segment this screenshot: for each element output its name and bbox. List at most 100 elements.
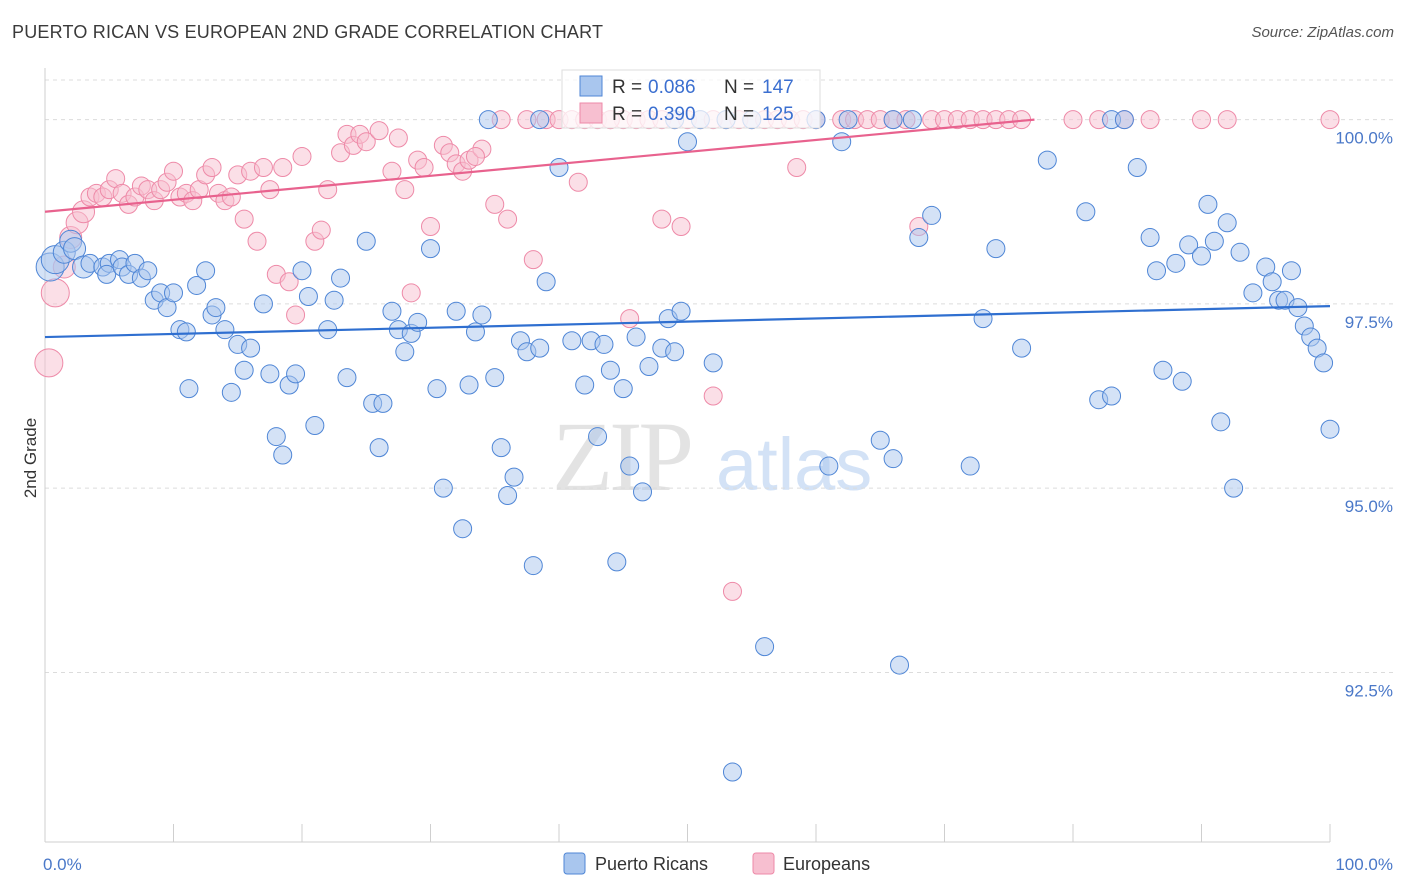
data-point <box>594 334 614 354</box>
data-point <box>247 231 267 251</box>
legend-n-label-0: N = <box>724 77 754 98</box>
data-point <box>427 379 447 399</box>
data-point <box>311 220 331 240</box>
watermark-atlas: atlas <box>716 423 872 506</box>
data-point <box>34 348 64 378</box>
data-point <box>472 305 492 325</box>
data-point <box>838 110 858 130</box>
data-point <box>491 438 511 458</box>
data-point <box>870 430 890 450</box>
data-point <box>588 427 608 447</box>
data-point <box>1192 246 1211 266</box>
data-point <box>63 237 87 261</box>
data-point <box>498 486 518 506</box>
data-point <box>221 187 241 207</box>
data-point <box>613 379 633 399</box>
data-point <box>1211 412 1231 432</box>
data-point <box>652 209 672 229</box>
data-point <box>1198 194 1218 214</box>
data-point <box>530 338 550 358</box>
europeans-points <box>34 110 1340 601</box>
data-point <box>266 427 286 447</box>
data-point <box>1192 110 1211 130</box>
puerto-ricans-points <box>35 110 1340 782</box>
data-point <box>1243 283 1263 303</box>
data-point <box>459 375 479 395</box>
y-tick-label: 97.5% <box>1345 313 1393 332</box>
legend-frame <box>561 69 821 129</box>
data-point <box>787 158 807 178</box>
data-point <box>1012 338 1032 358</box>
data-point <box>1172 371 1192 391</box>
data-point <box>671 301 691 321</box>
data-point <box>138 261 158 281</box>
data-point <box>1063 110 1083 130</box>
data-point <box>260 364 280 384</box>
data-point <box>549 158 569 178</box>
data-point <box>176 322 196 342</box>
data-point <box>433 478 453 498</box>
trend-lines <box>44 118 1331 339</box>
data-point <box>286 364 306 384</box>
data-point <box>883 449 903 469</box>
data-point <box>164 283 183 303</box>
data-point <box>703 353 723 373</box>
x-tick-label-max: 100.0% <box>1335 855 1393 874</box>
data-point <box>678 132 697 152</box>
data-point <box>607 552 627 572</box>
data-point <box>639 357 659 377</box>
data-point <box>523 556 543 576</box>
data-point <box>395 180 415 200</box>
data-point <box>568 172 588 192</box>
legend-n-value-0: 147 <box>762 77 794 98</box>
data-point <box>1114 110 1134 130</box>
data-point <box>986 239 1006 259</box>
chart-title: PUERTO RICAN VS EUROPEAN 2ND GRADE CORRE… <box>12 22 604 42</box>
data-point <box>1147 261 1167 281</box>
data-point <box>221 382 241 402</box>
data-point <box>755 637 775 657</box>
data-point <box>922 205 942 225</box>
data-point <box>902 110 922 130</box>
y-tick-label: 95.0% <box>1345 497 1393 516</box>
data-point <box>671 216 691 236</box>
data-point <box>369 438 389 458</box>
data-point <box>241 338 261 358</box>
x-ticks <box>173 824 1331 842</box>
data-point <box>373 393 393 413</box>
data-point <box>883 110 903 130</box>
y-tick-label: 100.0% <box>1335 129 1393 148</box>
x-tick-label-min: 0.0% <box>43 855 82 874</box>
data-point <box>395 342 415 362</box>
data-point <box>722 581 742 601</box>
data-point <box>478 110 498 130</box>
data-point <box>414 158 434 178</box>
legend-r-label-1: R = <box>612 104 642 125</box>
data-point <box>382 301 402 321</box>
data-point <box>279 272 299 292</box>
data-point <box>382 161 402 181</box>
data-point <box>504 467 524 487</box>
y-tick-label: 92.5% <box>1345 681 1393 700</box>
data-point <box>530 110 550 130</box>
watermark-zip: ZIP <box>552 401 690 512</box>
data-point <box>202 158 222 178</box>
data-point <box>421 216 440 236</box>
data-point <box>1127 158 1147 178</box>
bottom-legend: Puerto Ricans Europeans <box>563 852 870 875</box>
data-point <box>179 379 199 399</box>
data-point <box>196 261 216 281</box>
data-point <box>215 320 235 340</box>
trend-line-europeans <box>44 118 1035 213</box>
data-point <box>273 158 293 178</box>
data-point <box>40 278 70 308</box>
data-point <box>536 272 556 292</box>
y-tick-labels: 92.5% 95.0% 97.5% 100.0% <box>1335 129 1393 701</box>
data-point <box>234 360 254 380</box>
legend-r-label-0: R = <box>612 77 642 98</box>
data-point <box>575 375 595 395</box>
legend-n-label-1: N = <box>724 104 754 125</box>
trend-line-puerto-ricans <box>44 304 1331 339</box>
data-point <box>703 386 723 406</box>
